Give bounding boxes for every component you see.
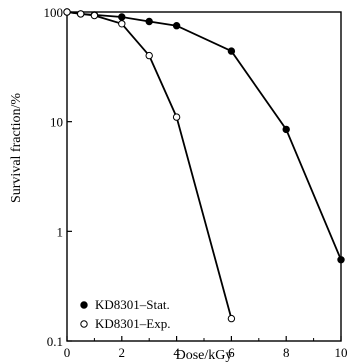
x-tick-label: 10 [335,345,348,360]
x-tick-label: 8 [283,345,290,360]
data-point-series-0 [145,17,153,26]
x-axis: 0 2 4 6 8 10 [64,336,348,360]
x-tick-label: 0 [64,345,71,360]
y-axis: 0.1 1 10 100 [44,5,72,349]
legend-marker-stat [80,301,88,309]
y-tick-label: 100 [44,5,64,20]
y-tick-label: 0.1 [47,334,63,349]
x-tick-label: 2 [119,345,126,360]
x-axis-label: Dose/kGy [176,348,233,363]
data-point-series-1 [90,11,99,20]
legend: KD8301–Stat. KD8301–Exp. [80,297,170,331]
data-point-series-1 [227,314,236,323]
legend-label-exp: KD8301–Exp. [95,316,170,331]
plot-area: 0 2 4 6 8 10 0.1 1 10 100 [44,5,348,360]
data-point-series-1 [172,113,181,121]
y-axis-label: Survival fraction/% [9,93,24,203]
series-points [63,8,345,323]
data-point-series-0 [282,125,290,134]
series-line-0 [66,11,342,261]
data-point-series-0 [227,47,236,55]
data-point-series-1 [118,20,126,28]
data-point-series-0 [172,22,181,30]
legend-marker-exp [80,320,88,328]
data-point-series-0 [337,256,345,264]
plot-frame [66,11,342,342]
x-tick-label: 6 [228,345,235,360]
data-point-series-0 [118,13,126,21]
series-lines [66,11,342,319]
legend-label-stat: KD8301–Stat. [95,297,170,312]
y-tick-label: 1 [57,224,64,239]
data-point-series-1 [145,51,153,60]
y-tick-label: 10 [50,115,63,130]
data-point-series-1 [77,10,85,18]
x-tick-label: 4 [173,345,180,360]
data-point-series-1 [63,8,71,16]
